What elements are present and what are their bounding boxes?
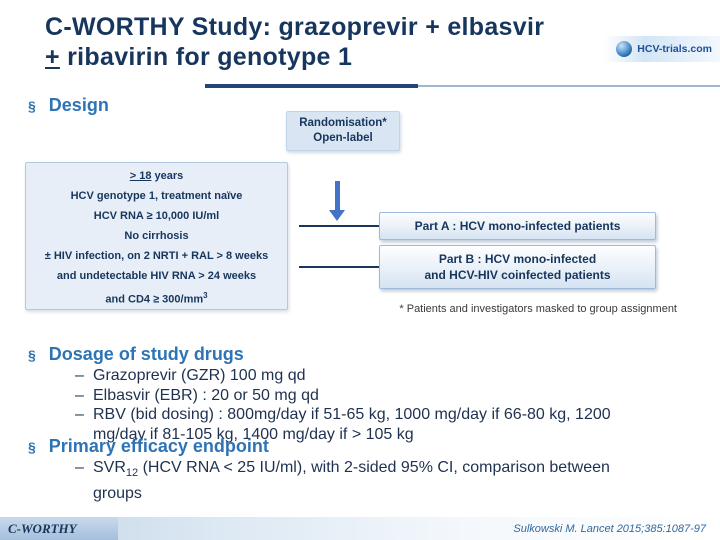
endpoint-item-text: SVR12 (HCV RNA < 25 IU/ml), with 2-sided… bbox=[93, 458, 653, 503]
section-bullet-icon: § bbox=[28, 439, 36, 455]
criteria-line: and undetectable HIV RNA > 24 weeks bbox=[56, 270, 257, 282]
dash-bullet-icon: – bbox=[75, 367, 84, 384]
footer-bar: C-WORTHY Sulkowski M. Lancet 2015;385:10… bbox=[0, 517, 720, 540]
logo-globe-icon bbox=[616, 41, 633, 57]
dash-bullet-icon: – bbox=[75, 406, 84, 423]
criteria-line: No cirrhosis bbox=[124, 230, 189, 242]
section-heading-endpoint: § Primary efficacy endpoint bbox=[28, 436, 269, 457]
randomisation-box: Randomisation* Open-label bbox=[286, 111, 400, 151]
citation: Sulkowski M. Lancet 2015;385:1087-97 bbox=[513, 522, 706, 535]
endpoint-rest: (HCV RNA < 25 IU/ml), with 2-sided 95% C… bbox=[93, 459, 610, 502]
dash-bullet-icon: – bbox=[75, 386, 84, 404]
part-b-line2: and HCV-HIV coinfected patients bbox=[424, 268, 611, 282]
inclusion-criteria-box: > 18 years HCV genotype 1, treatment naï… bbox=[25, 162, 288, 310]
dosage-item-text: Grazoprevir (GZR) 100 mg qd bbox=[93, 367, 306, 384]
dosage-item-text: RBV (bid dosing) : 800mg/day if 51-65 kg… bbox=[93, 406, 611, 443]
dosage-item: – Grazoprevir (GZR) 100 mg qd bbox=[75, 366, 655, 386]
criteria-line-age: > 18 years bbox=[26, 166, 287, 186]
criteria-line: HCV RNA ≥ 10,000 IU/ml bbox=[93, 210, 220, 222]
open-label-line: Open-label bbox=[313, 132, 373, 144]
part-b-box: Part B : HCV mono-infected and HCV-HIV c… bbox=[379, 245, 656, 289]
section-heading-dosage: § Dosage of study drugs bbox=[28, 344, 244, 365]
down-arrow-icon bbox=[329, 181, 345, 221]
footer-brand: C-WORTHY bbox=[0, 517, 118, 540]
criteria-line-cd4: and CD4 ≥ 300/mm3 bbox=[26, 286, 287, 310]
criteria-line: HCV genotype 1, treatment naïve bbox=[70, 190, 243, 202]
page-title: C-WORTHY Study: grazoprevir + elbasvir +… bbox=[45, 12, 544, 72]
title-line-2-text: ribavirin for genotype 1 bbox=[59, 43, 353, 71]
dash-bullet-icon: – bbox=[75, 459, 84, 476]
dosage-list: – Grazoprevir (GZR) 100 mg qd – Elbasvir… bbox=[75, 366, 655, 444]
part-b-line1: Part B : HCV mono-infected bbox=[438, 252, 597, 266]
hcv-trials-logo: HCV-trials.com bbox=[604, 36, 720, 62]
endpoint-list: – SVR12 (HCV RNA < 25 IU/ml), with 2-sid… bbox=[75, 458, 655, 503]
dosage-item: – Elbasvir (EBR) : 20 or 50 mg qd bbox=[75, 386, 655, 406]
criteria-line: ± HIV infection, on 2 NRTI + RAL > 8 wee… bbox=[44, 250, 269, 262]
randomisation-footnote: * Patients and investigators masked to g… bbox=[399, 303, 677, 315]
connector-line-part-a bbox=[299, 225, 379, 227]
title-line-2: + ribavirin for genotype 1 bbox=[45, 42, 544, 72]
arrow-head bbox=[329, 210, 345, 221]
section-bullet-icon: § bbox=[28, 347, 36, 363]
criteria-age-underlined: > 18 bbox=[129, 170, 152, 182]
connector-line-part-b bbox=[299, 266, 379, 268]
arrow-stem bbox=[334, 181, 340, 210]
dosage-item-text: Elbasvir (EBR) : 20 or 50 mg qd bbox=[93, 386, 319, 404]
criteria-age-rest: years bbox=[151, 170, 184, 182]
section-heading-design: § Design bbox=[28, 95, 109, 116]
header-rule-light bbox=[418, 85, 720, 87]
title-rule-dark bbox=[205, 84, 418, 88]
section-label-endpoint: Primary efficacy endpoint bbox=[48, 436, 269, 456]
criteria-cd4-superscript: 3 bbox=[203, 291, 208, 300]
randomisation-line: Randomisation* bbox=[299, 117, 387, 129]
svr-label: SVR bbox=[93, 459, 126, 476]
endpoint-item: – SVR12 (HCV RNA < 25 IU/ml), with 2-sid… bbox=[75, 458, 655, 503]
svr-subscript: 12 bbox=[125, 467, 139, 480]
logo-text: HCV-trials.com bbox=[637, 43, 712, 55]
criteria-cd4-text: and CD4 ≥ 300/mm bbox=[105, 293, 204, 306]
title-line-1: C-WORTHY Study: grazoprevir + elbasvir bbox=[45, 13, 545, 41]
part-a-box: Part A : HCV mono-infected patients bbox=[379, 212, 656, 240]
section-bullet-icon: § bbox=[28, 98, 36, 114]
section-label-design: Design bbox=[48, 95, 109, 115]
section-label-dosage: Dosage of study drugs bbox=[48, 344, 244, 364]
dosage-item: – RBV (bid dosing) : 800mg/day if 51-65 … bbox=[75, 405, 655, 444]
title-plus-underlined: + bbox=[45, 43, 60, 71]
